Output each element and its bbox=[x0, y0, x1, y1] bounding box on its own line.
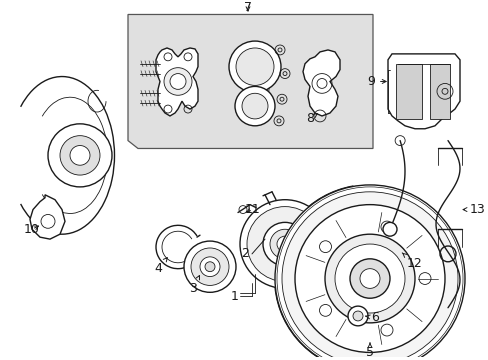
Text: 9: 9 bbox=[366, 75, 386, 88]
Text: 6: 6 bbox=[365, 311, 378, 324]
Circle shape bbox=[418, 273, 430, 284]
Text: 7: 7 bbox=[244, 1, 251, 14]
Text: 12: 12 bbox=[402, 253, 422, 270]
Circle shape bbox=[236, 48, 273, 85]
Polygon shape bbox=[128, 14, 372, 148]
Text: 2: 2 bbox=[241, 247, 248, 260]
Bar bbox=[395, 64, 421, 119]
Text: 10: 10 bbox=[24, 223, 40, 236]
Circle shape bbox=[319, 241, 331, 253]
Circle shape bbox=[204, 262, 215, 272]
Circle shape bbox=[200, 257, 220, 276]
Circle shape bbox=[60, 136, 100, 175]
Polygon shape bbox=[387, 54, 459, 129]
Text: 8: 8 bbox=[305, 112, 317, 125]
Circle shape bbox=[48, 124, 112, 187]
Circle shape bbox=[235, 86, 274, 126]
Circle shape bbox=[334, 244, 404, 313]
Circle shape bbox=[276, 236, 292, 252]
Ellipse shape bbox=[246, 73, 268, 104]
Text: 4: 4 bbox=[154, 258, 167, 275]
Bar bbox=[429, 64, 449, 119]
Circle shape bbox=[228, 41, 281, 92]
Text: 3: 3 bbox=[189, 275, 199, 295]
Circle shape bbox=[380, 221, 392, 233]
Circle shape bbox=[347, 306, 367, 326]
Polygon shape bbox=[303, 50, 339, 116]
Circle shape bbox=[269, 229, 299, 259]
Circle shape bbox=[240, 200, 329, 288]
Text: 13: 13 bbox=[462, 203, 485, 216]
Circle shape bbox=[242, 93, 267, 119]
Circle shape bbox=[380, 324, 392, 336]
Circle shape bbox=[163, 68, 192, 95]
Circle shape bbox=[282, 192, 457, 360]
Circle shape bbox=[349, 259, 389, 298]
Circle shape bbox=[183, 241, 236, 292]
Circle shape bbox=[319, 305, 331, 316]
Polygon shape bbox=[30, 195, 65, 239]
Polygon shape bbox=[156, 48, 198, 116]
Circle shape bbox=[170, 73, 185, 89]
Circle shape bbox=[352, 311, 362, 321]
Circle shape bbox=[246, 207, 323, 282]
Circle shape bbox=[263, 222, 306, 266]
Circle shape bbox=[274, 185, 464, 360]
Circle shape bbox=[325, 234, 414, 323]
Text: 5: 5 bbox=[365, 343, 373, 359]
Text: 11: 11 bbox=[244, 203, 260, 216]
Circle shape bbox=[382, 222, 396, 236]
Text: 1: 1 bbox=[231, 290, 239, 303]
Circle shape bbox=[191, 248, 228, 285]
Circle shape bbox=[294, 204, 444, 352]
Circle shape bbox=[359, 269, 379, 288]
Circle shape bbox=[70, 145, 90, 165]
